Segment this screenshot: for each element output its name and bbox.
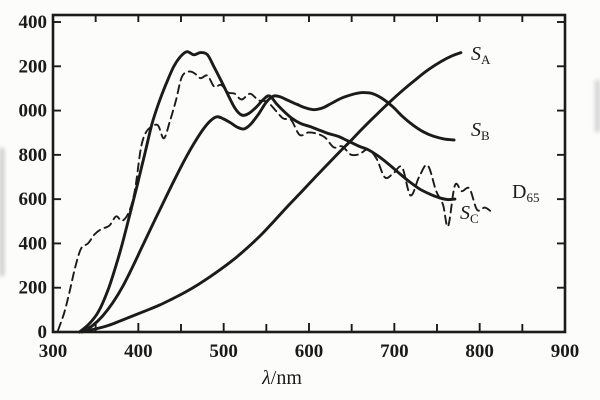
label-s-b: SB (471, 119, 490, 143)
x-tick-label: 300 (39, 341, 68, 362)
curve-s-b (80, 91, 456, 334)
curve-s-c (78, 50, 457, 334)
x-tick-label: 700 (380, 341, 409, 362)
y-tick-label: 400 (19, 233, 48, 254)
x-tick-label: 600 (295, 341, 324, 362)
label-s-c: SC (460, 202, 479, 226)
x-tick-label: 800 (465, 341, 494, 362)
x-tick-label: 400 (124, 341, 153, 362)
y-tick-label: 000 (19, 101, 48, 122)
y-tick-label: 400 (19, 12, 48, 33)
y-tick-label: 0 (38, 322, 48, 343)
x-axis-title: λ/nm (261, 367, 302, 389)
x-tick-label: 900 (551, 341, 580, 362)
curve-s-a (81, 51, 463, 333)
y-tick-label: 200 (19, 56, 48, 77)
y-tick-label: 800 (19, 145, 48, 166)
curve-d65 (57, 70, 493, 332)
label-d65: D65 (512, 181, 539, 205)
y-tick-label: 600 (19, 189, 48, 210)
x-tick-label: 500 (209, 341, 238, 362)
y-tick-label: 200 (19, 278, 48, 299)
label-s-a: SA (471, 43, 491, 67)
